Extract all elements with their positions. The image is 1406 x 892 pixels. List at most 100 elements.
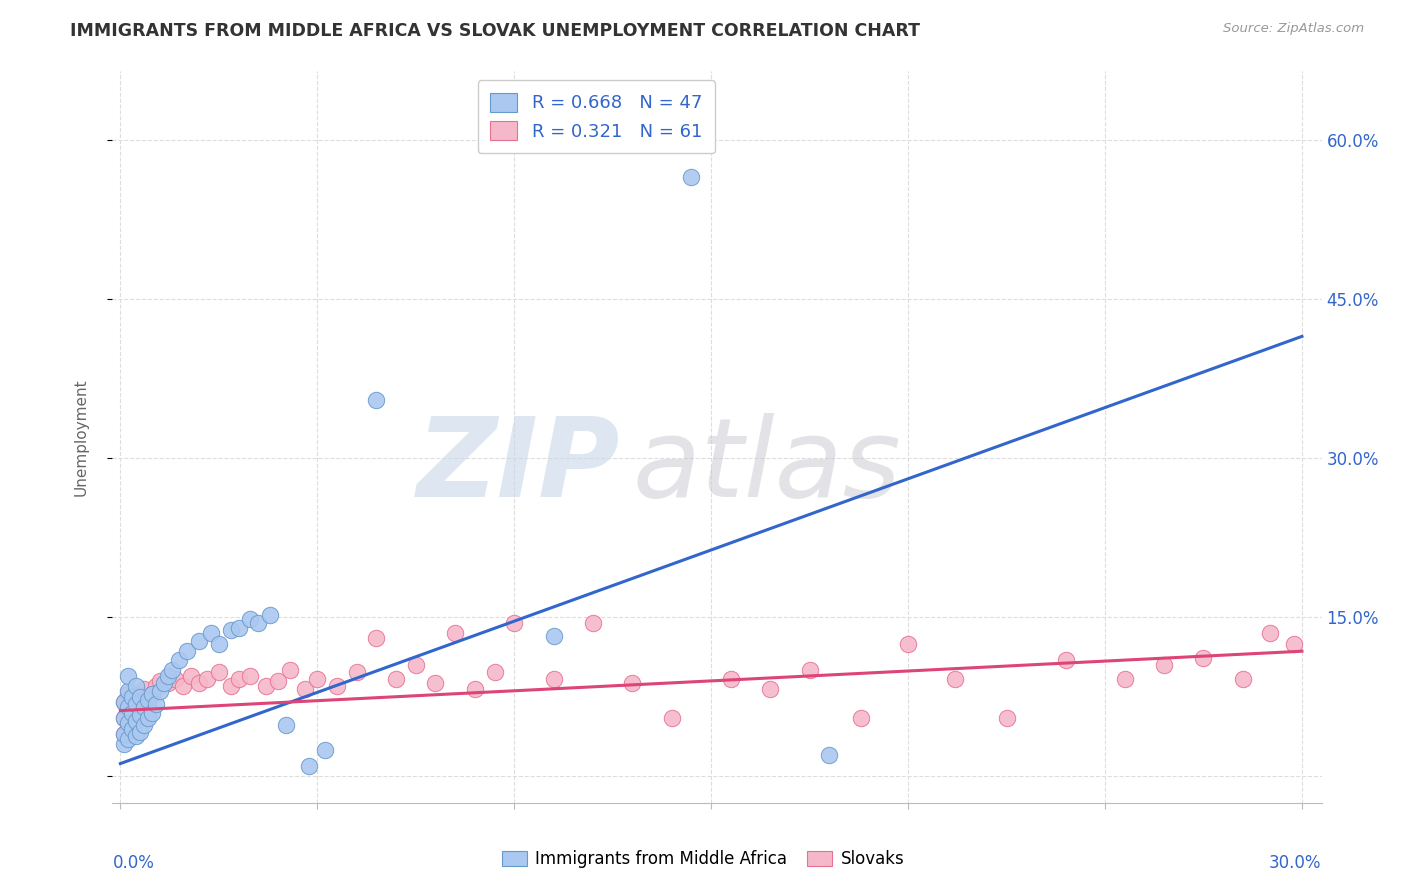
Point (145, 679, 167, 693)
Point (152, 676, 174, 690)
Point (1282, 637, 1305, 651)
Point (543, 672, 565, 686)
Point (172, 679, 194, 693)
Point (141, 687, 163, 701)
Point (759, 682, 782, 697)
Point (129, 687, 152, 701)
Point (112, 711, 135, 725)
Point (160, 663, 183, 677)
Point (294, 682, 316, 697)
Point (121, 706, 143, 720)
Point (141, 687, 163, 701)
Point (141, 706, 163, 720)
Text: atlas: atlas (633, 413, 901, 520)
Point (1232, 672, 1254, 686)
Point (444, 626, 467, 640)
Point (125, 690, 148, 704)
Point (849, 711, 872, 725)
Point (385, 672, 408, 686)
Point (1054, 653, 1077, 667)
Point (200, 626, 222, 640)
Point (799, 663, 821, 677)
Point (129, 707, 152, 722)
Point (117, 668, 139, 682)
Point (228, 672, 250, 686)
Point (897, 637, 920, 651)
Point (1260, 626, 1282, 640)
Point (165, 672, 187, 686)
Point (366, 632, 388, 646)
Point (117, 700, 139, 714)
Point (149, 684, 172, 698)
Point (112, 727, 135, 741)
Point (208, 637, 231, 651)
Point (129, 707, 152, 722)
Point (661, 711, 683, 725)
Point (117, 716, 139, 731)
Point (346, 665, 368, 680)
Point (132, 704, 155, 718)
Point (503, 615, 526, 630)
Point (129, 724, 152, 739)
Point (720, 672, 742, 686)
Point (112, 695, 135, 709)
Point (145, 697, 167, 711)
Point (125, 679, 148, 693)
Text: Source: ZipAtlas.com: Source: ZipAtlas.com (1223, 22, 1364, 36)
Point (129, 690, 152, 704)
Point (117, 706, 139, 720)
Point (112, 727, 135, 741)
Text: 0.0%: 0.0% (112, 854, 155, 872)
Point (121, 716, 143, 731)
Point (298, 758, 321, 772)
Point (195, 672, 218, 686)
Point (132, 700, 155, 714)
Point (112, 695, 135, 709)
Point (239, 668, 262, 682)
Point (274, 718, 297, 732)
Point (208, 665, 231, 680)
Text: 30.0%: 30.0% (1270, 854, 1322, 872)
Point (943, 672, 966, 686)
Point (307, 672, 329, 686)
Point (117, 732, 139, 747)
Point (156, 676, 179, 690)
Point (121, 722, 143, 736)
Point (582, 615, 605, 630)
Point (681, 170, 703, 185)
Point (254, 679, 277, 693)
Point (1192, 650, 1215, 665)
Y-axis label: Unemployment: Unemployment (75, 378, 89, 496)
Point (247, 615, 270, 630)
Point (125, 711, 148, 725)
Point (818, 748, 841, 763)
Point (239, 612, 262, 626)
Point (125, 714, 148, 728)
Point (176, 644, 198, 658)
Point (117, 722, 139, 736)
Point (121, 690, 143, 704)
Point (543, 629, 565, 643)
Point (121, 697, 143, 711)
Point (366, 392, 388, 407)
Point (132, 682, 155, 697)
Point (180, 668, 202, 682)
Point (188, 633, 211, 648)
Point (117, 687, 139, 701)
Point (278, 663, 301, 677)
Point (125, 697, 148, 711)
Point (464, 682, 486, 697)
Point (484, 665, 506, 680)
Point (112, 738, 135, 752)
Point (621, 676, 644, 690)
Legend: Immigrants from Middle Africa, Slovaks: Immigrants from Middle Africa, Slovaks (495, 844, 911, 875)
Point (405, 658, 427, 673)
Point (136, 711, 159, 725)
Point (169, 653, 191, 667)
Point (259, 608, 281, 623)
Legend: R = 0.668   N = 47, R = 0.321   N = 61: R = 0.668 N = 47, R = 0.321 N = 61 (478, 80, 714, 153)
Point (326, 679, 349, 693)
Point (219, 623, 242, 637)
Point (117, 684, 139, 698)
Point (156, 668, 179, 682)
